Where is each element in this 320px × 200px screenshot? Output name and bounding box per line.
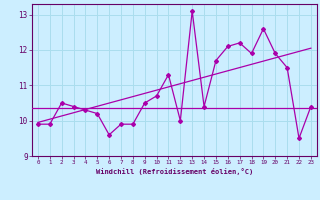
X-axis label: Windchill (Refroidissement éolien,°C): Windchill (Refroidissement éolien,°C) — [96, 168, 253, 175]
